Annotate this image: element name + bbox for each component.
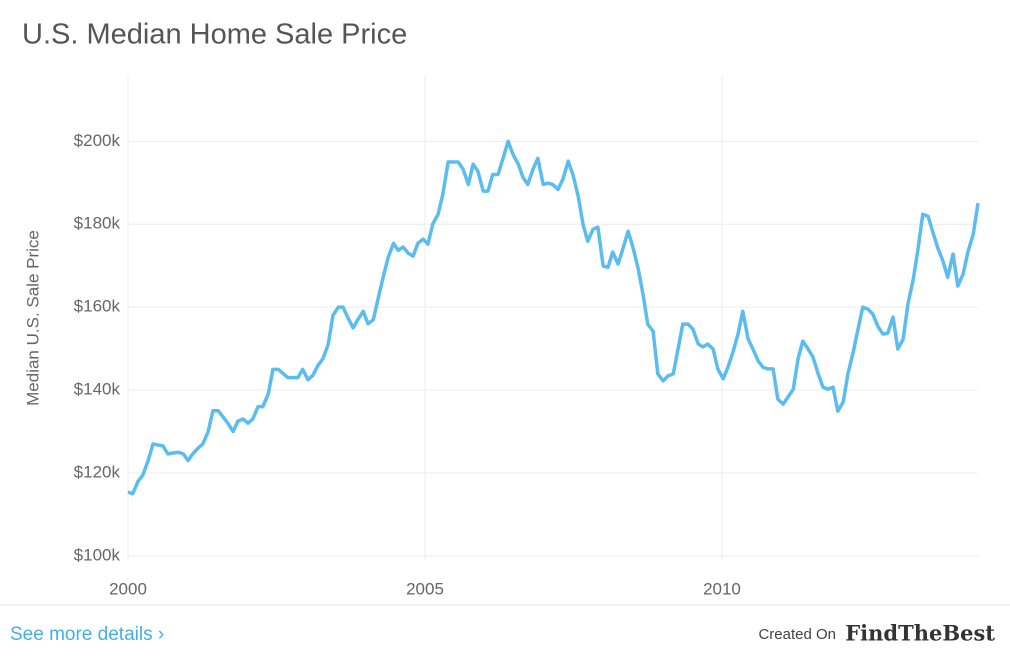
y-tick-label: $100k [74, 545, 121, 564]
data-line [127, 139, 980, 496]
y-tick-label: $180k [74, 214, 121, 233]
y-tick-label: $160k [74, 297, 121, 316]
x-tick-label: 2010 [703, 579, 741, 598]
x-tick-label: 2000 [109, 579, 147, 598]
y-tick-label: $140k [74, 380, 121, 399]
credit-text: Created On [758, 626, 836, 643]
y-tick-label: $200k [74, 131, 121, 150]
details-link[interactable]: See more details › [10, 624, 164, 645]
y-tick-label: $120k [74, 462, 121, 481]
x-tick-label: 2005 [406, 579, 444, 598]
chart-title: U.S. Median Home Sale Price [22, 19, 407, 51]
y-axis-label: Median U.S. Sale Price [23, 230, 42, 406]
brand: FindTheBest [845, 621, 995, 646]
